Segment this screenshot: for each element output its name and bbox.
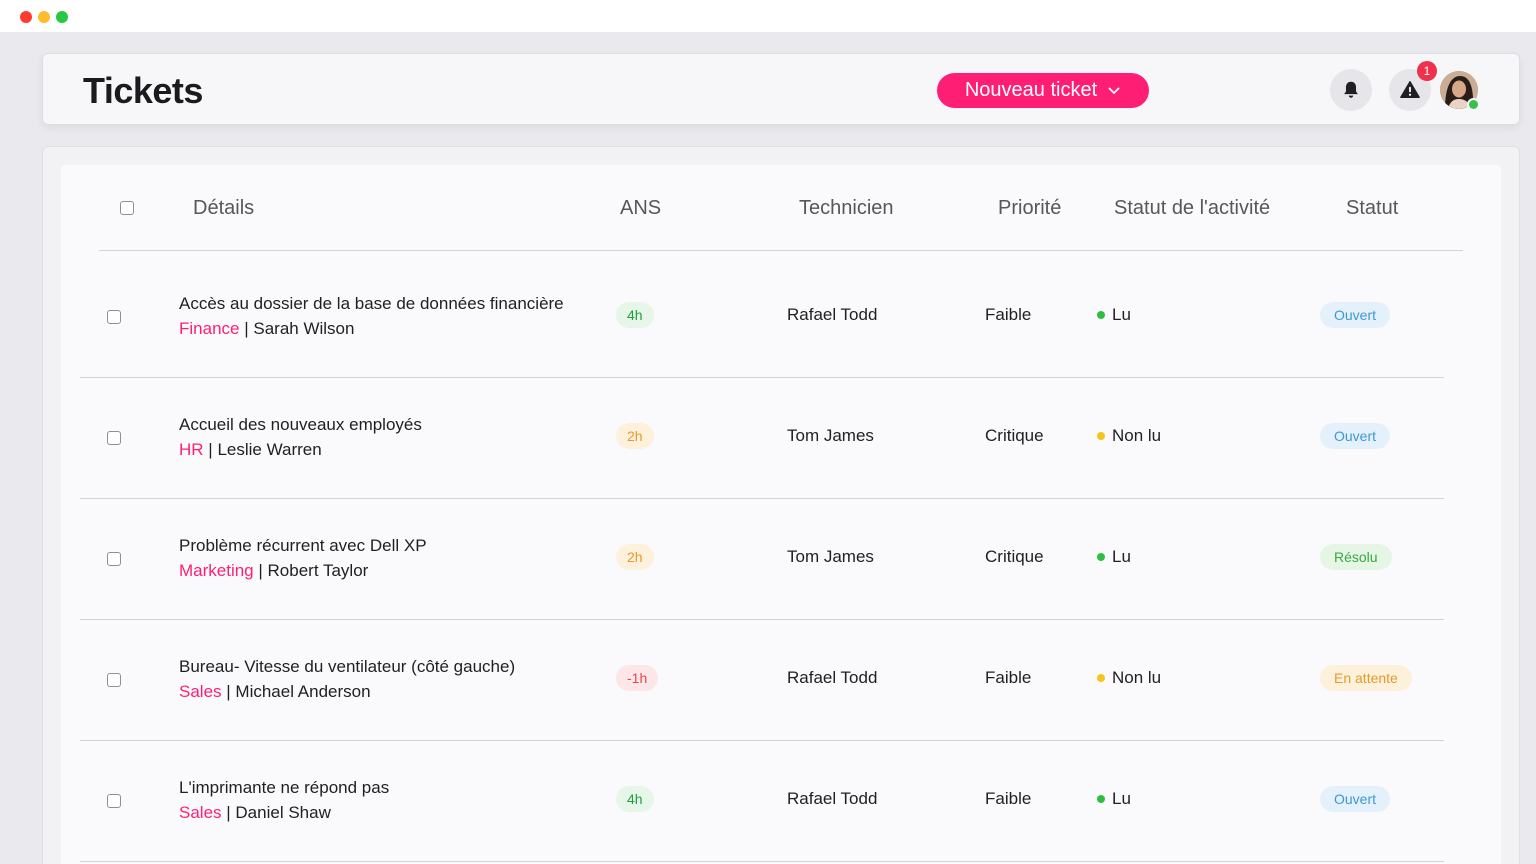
ticket-meta: Marketing | Robert Taylor (179, 561, 369, 580)
priority-label: Critique (985, 547, 1044, 566)
ticket-department: Sales (179, 803, 222, 822)
page-header: Tickets Nouveau ticket 1 (42, 53, 1520, 125)
ticket-department: HR (179, 440, 204, 459)
ticket-department: Marketing (179, 561, 254, 580)
technician-name: Tom James (787, 547, 874, 566)
technician-name: Rafael Todd (787, 305, 878, 324)
table-row[interactable]: Accueil des nouveaux employés HR | Lesli… (80, 378, 1444, 499)
activity-label: Lu (1112, 547, 1131, 566)
priority-label: Faible (985, 789, 1032, 808)
ticket-requester: Daniel Shaw (235, 803, 331, 822)
priority-label: Faible (985, 668, 1032, 687)
ticket-requester: Leslie Warren (217, 440, 322, 459)
activity-status: Lu (1097, 789, 1131, 809)
activity-label: Non lu (1112, 426, 1162, 445)
activity-dot-icon (1097, 553, 1105, 561)
activity-dot-icon (1097, 311, 1105, 319)
row-divider (80, 377, 1444, 378)
ticket-title[interactable]: Problème récurrent avec Dell XP (179, 536, 427, 555)
priority-label: Critique (985, 426, 1044, 445)
status-badge: Résolu (1320, 544, 1392, 570)
row-checkbox[interactable] (107, 431, 121, 445)
column-header-priority[interactable]: Priorité (998, 197, 1062, 219)
ans-badge: 2h (616, 544, 654, 570)
activity-dot-icon (1097, 432, 1105, 440)
warning-icon (1400, 81, 1420, 99)
row-divider (80, 498, 1444, 499)
table-row[interactable]: L'imprimante ne répond pas Sales | Danie… (80, 741, 1444, 862)
column-header-ans[interactable]: ANS (620, 197, 662, 219)
activity-label: Lu (1112, 305, 1131, 324)
column-header-status[interactable]: Statut (1346, 197, 1399, 219)
ticket-department: Sales (179, 682, 222, 701)
new-ticket-label: Nouveau ticket (964, 79, 1098, 101)
notifications-button[interactable] (1330, 69, 1372, 111)
user-avatar-icon (1440, 71, 1478, 109)
activity-label: Lu (1112, 789, 1131, 808)
row-checkbox[interactable] (107, 673, 121, 687)
window-close-button[interactable] (20, 11, 32, 23)
tickets-table (61, 165, 1501, 864)
row-divider (80, 619, 1444, 620)
new-ticket-button[interactable]: Nouveau ticket (937, 73, 1149, 108)
activity-dot-icon (1097, 674, 1105, 682)
table-row[interactable]: Bureau- Vitesse du ventilateur (côté gau… (80, 620, 1444, 741)
window-titlebar (0, 0, 1536, 32)
technician-name: Rafael Todd (787, 789, 878, 808)
ans-badge: 4h (616, 302, 654, 328)
ticket-department: Finance (179, 319, 240, 338)
ans-badge: -1h (616, 665, 659, 691)
ticket-title[interactable]: Accès au dossier de la base de données f… (179, 294, 564, 313)
priority-label: Faible (985, 305, 1032, 324)
window-minimize-button[interactable] (38, 11, 50, 23)
status-badge: En attente (1320, 665, 1412, 691)
ticket-meta: HR | Leslie Warren (179, 440, 322, 459)
technician-name: Rafael Todd (787, 668, 878, 687)
chevron-down-icon (1108, 87, 1120, 94)
column-header-technician[interactable]: Technicien (799, 197, 894, 219)
technician-name: Tom James (787, 426, 874, 445)
ticket-requester: Sarah Wilson (253, 319, 355, 338)
window-maximize-button[interactable] (56, 11, 68, 23)
row-checkbox[interactable] (107, 794, 121, 808)
activity-status: Lu (1097, 305, 1131, 325)
row-checkbox[interactable] (107, 552, 121, 566)
bell-icon (1344, 81, 1358, 98)
alert-count-badge: 1 (1417, 61, 1437, 81)
ticket-requester: Michael Anderson (235, 682, 371, 701)
ticket-title[interactable]: L'imprimante ne répond pas (179, 778, 390, 797)
row-divider (80, 861, 1444, 862)
status-badge: Ouvert (1320, 786, 1391, 812)
ans-badge: 4h (616, 786, 654, 812)
status-badge: Ouvert (1320, 423, 1391, 449)
select-all-checkbox[interactable] (120, 201, 134, 215)
header-divider (99, 250, 1463, 251)
ticket-title[interactable]: Accueil des nouveaux employés (179, 415, 422, 434)
activity-status: Lu (1097, 547, 1131, 567)
ans-badge: 2h (616, 423, 654, 449)
ticket-meta: Sales | Daniel Shaw (179, 803, 331, 822)
column-header-details[interactable]: Détails (193, 197, 255, 219)
status-badge: Ouvert (1320, 302, 1391, 328)
online-status-indicator (1467, 98, 1480, 111)
activity-status: Non lu (1097, 668, 1161, 688)
activity-label: Non lu (1112, 668, 1162, 687)
ticket-meta: Finance | Sarah Wilson (179, 319, 355, 338)
table-row[interactable]: Problème récurrent avec Dell XP Marketin… (80, 499, 1444, 620)
activity-status: Non lu (1097, 426, 1161, 446)
ticket-meta: Sales | Michael Anderson (179, 682, 371, 701)
ticket-requester: Robert Taylor (267, 561, 369, 580)
row-divider (80, 740, 1444, 741)
activity-dot-icon (1097, 795, 1105, 803)
row-checkbox[interactable] (107, 310, 121, 324)
page-title: Tickets (83, 70, 203, 111)
column-header-activity-status[interactable]: Statut de l'activité (1114, 197, 1271, 219)
table-row[interactable]: Accès au dossier de la base de données f… (80, 257, 1444, 378)
ticket-title[interactable]: Bureau- Vitesse du ventilateur (côté gau… (179, 657, 516, 676)
